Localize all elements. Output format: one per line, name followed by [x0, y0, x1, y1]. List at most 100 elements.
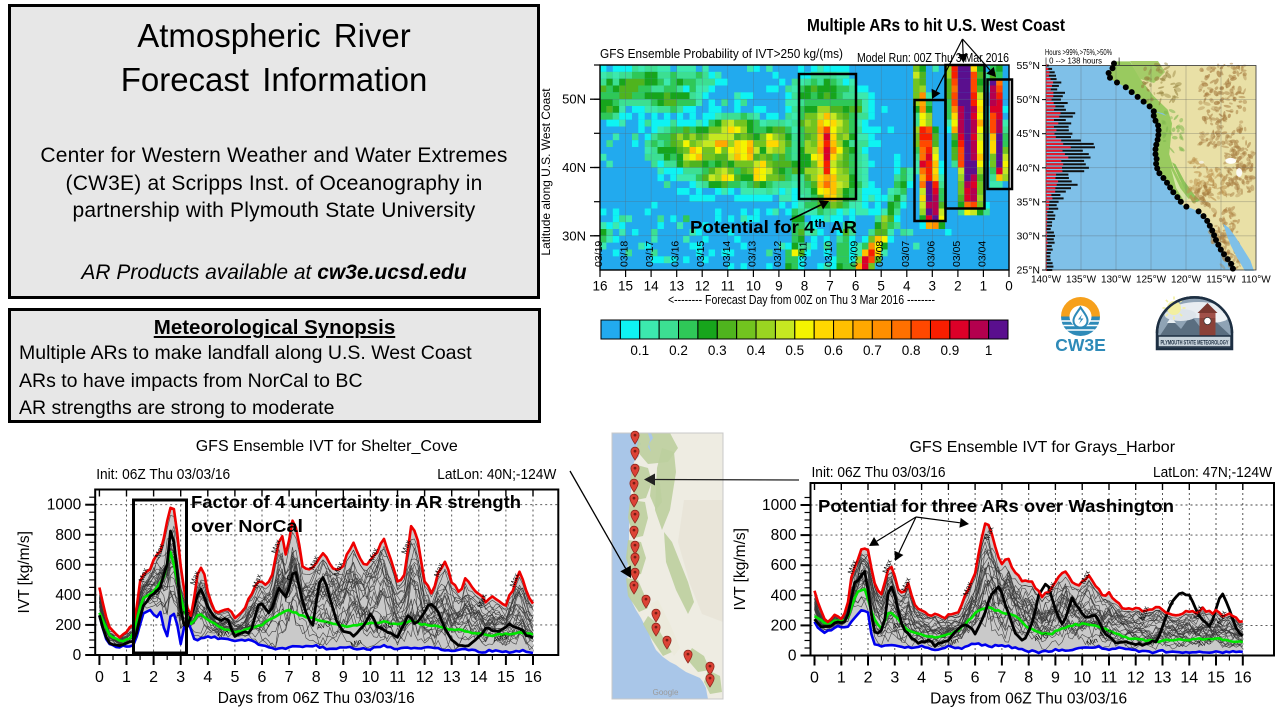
- svg-text:200: 200: [55, 617, 81, 634]
- svg-text:03/06: 03/06: [925, 241, 937, 267]
- svg-text:10: 10: [362, 669, 380, 686]
- svg-text:03/05: 03/05: [951, 241, 963, 267]
- svg-text:15: 15: [618, 279, 633, 294]
- svg-text:11: 11: [1101, 670, 1118, 687]
- svg-text:Model Run: 00Z Thu 3 Mar 2016: Model Run: 00Z Thu 3 Mar 2016: [857, 50, 1009, 65]
- svg-text:0: 0: [95, 669, 104, 686]
- svg-text:03/17: 03/17: [644, 241, 656, 267]
- svg-text:0.2: 0.2: [669, 343, 688, 358]
- svg-text:14: 14: [1180, 670, 1198, 687]
- svg-text:Factor of 4 uncertainty in AR: Factor of 4 uncertainty in AR strength: [191, 492, 521, 512]
- svg-text:0: 0: [73, 647, 82, 664]
- svg-text:40°N: 40°N: [1017, 162, 1040, 174]
- svg-text:6: 6: [852, 279, 860, 294]
- svg-text:800: 800: [55, 527, 81, 544]
- svg-text:C: C: [152, 587, 163, 597]
- svg-text:1000: 1000: [47, 497, 82, 514]
- svg-text:8: 8: [1024, 670, 1033, 687]
- svg-text:1: 1: [985, 343, 993, 358]
- svg-text:GFS Ensemble IVT for Grays_Har: GFS Ensemble IVT for Grays_Harbor: [909, 439, 1175, 456]
- svg-text:110°W: 110°W: [1241, 275, 1271, 286]
- svg-text:4: 4: [917, 670, 926, 687]
- svg-text:Min: Min: [947, 637, 960, 647]
- svg-text:3: 3: [176, 669, 185, 686]
- svg-text:LatLon: 47N;-124W: LatLon: 47N;-124W: [1153, 464, 1273, 481]
- svg-text:13: 13: [443, 669, 461, 686]
- svg-text:120°W: 120°W: [1171, 275, 1202, 286]
- svg-text:Init: 06Z Thu 03/03/16: Init: 06Z Thu 03/03/16: [812, 464, 946, 481]
- svg-text:03/13: 03/13: [746, 241, 758, 267]
- svg-text:03/08: 03/08: [874, 241, 886, 267]
- svg-text:50°N: 50°N: [1017, 94, 1040, 106]
- svg-text:<-------- Forecast Day from 00: <-------- Forecast Day from 00Z on Thu 3…: [668, 292, 935, 307]
- svg-text:IVT [kg/m/s]: IVT [kg/m/s]: [16, 531, 33, 613]
- svg-text:C: C: [284, 572, 295, 582]
- svg-text:14: 14: [470, 669, 488, 686]
- svg-text:03/10: 03/10: [823, 241, 835, 267]
- svg-text:2: 2: [149, 669, 158, 686]
- svg-text:2: 2: [864, 670, 873, 687]
- svg-text:600: 600: [55, 557, 81, 574]
- svg-text:03/09: 03/09: [849, 241, 861, 267]
- svg-text:GFS Ensemble Probability of IV: GFS Ensemble Probability of IVT>250 kg/(…: [600, 46, 843, 61]
- svg-text:12: 12: [416, 669, 434, 686]
- svg-text:03/07: 03/07: [900, 241, 912, 267]
- svg-text:12: 12: [695, 279, 710, 294]
- svg-text:Min: Min: [1086, 637, 1099, 647]
- svg-text:AVG: AVG: [892, 621, 908, 631]
- svg-text:Potential for 4th AR: Potential for 4th AR: [690, 217, 857, 237]
- svg-text:C: C: [989, 586, 1000, 596]
- svg-text:10: 10: [1073, 670, 1091, 687]
- svg-text:0.9: 0.9: [940, 343, 959, 358]
- svg-text:16: 16: [1234, 670, 1252, 687]
- svg-text:0.6: 0.6: [824, 343, 843, 358]
- svg-text:03/11: 03/11: [798, 241, 810, 267]
- svg-text:0: 0: [788, 648, 797, 665]
- svg-text:125°W: 125°W: [1136, 275, 1167, 286]
- svg-text:Init: 06Z Thu 03/03/16: Init: 06Z Thu 03/03/16: [96, 466, 230, 483]
- svg-text:over NorCal: over NorCal: [191, 516, 303, 536]
- svg-text:12: 12: [1127, 670, 1145, 687]
- svg-text:GFS Ensemble IVT for Shelter_C: GFS Ensemble IVT for Shelter_Cove: [196, 438, 458, 455]
- svg-text:600: 600: [771, 557, 797, 574]
- svg-text:C: C: [420, 604, 431, 614]
- svg-text:Min: Min: [350, 639, 363, 649]
- svg-text:0.8: 0.8: [902, 343, 921, 358]
- svg-text:0.7: 0.7: [863, 343, 882, 358]
- svg-text:CW3E: CW3E: [1055, 335, 1106, 355]
- svg-text:16: 16: [524, 669, 542, 686]
- svg-text:Hours >99%,>75%,>50%: Hours >99%,>75%,>50%: [1045, 47, 1112, 57]
- svg-text:4: 4: [203, 669, 212, 686]
- svg-text:11: 11: [721, 279, 735, 294]
- svg-text:| 0 --> 138 hours: | 0 --> 138 hours: [1045, 56, 1102, 66]
- svg-text:03/15: 03/15: [695, 241, 707, 267]
- svg-text:9: 9: [1051, 670, 1060, 687]
- svg-text:0.4: 0.4: [747, 343, 766, 358]
- svg-text:130°W: 130°W: [1101, 275, 1132, 286]
- svg-text:9: 9: [775, 279, 783, 294]
- svg-text:3: 3: [890, 670, 899, 687]
- svg-text:1: 1: [980, 279, 988, 294]
- svg-text:8: 8: [801, 279, 809, 294]
- svg-text:140°W: 140°W: [1031, 275, 1062, 286]
- svg-text:6: 6: [971, 670, 980, 687]
- svg-text:0: 0: [810, 670, 819, 687]
- svg-text:AVG: AVG: [1098, 629, 1114, 639]
- svg-text:11: 11: [389, 669, 406, 686]
- svg-text:2: 2: [954, 279, 962, 294]
- svg-text:0: 0: [1005, 279, 1013, 294]
- svg-text:14: 14: [644, 279, 660, 294]
- svg-text:Multiple ARs to hit U.S. West: Multiple ARs to hit U.S. West Coast: [807, 15, 1065, 35]
- svg-text:03/19: 03/19: [593, 241, 605, 267]
- svg-text:7: 7: [285, 669, 294, 686]
- svg-text:0.1: 0.1: [630, 343, 649, 358]
- svg-text:1: 1: [122, 669, 131, 686]
- svg-text:AVG: AVG: [379, 622, 395, 632]
- svg-text:8: 8: [312, 669, 321, 686]
- svg-text:Potential for three ARs over W: Potential for three ARs over Washington: [818, 496, 1174, 516]
- svg-text:Days from 06Z Thu 03/03/16: Days from 06Z Thu 03/03/16: [930, 691, 1127, 708]
- svg-text:03/18: 03/18: [619, 241, 631, 267]
- svg-text:10: 10: [746, 279, 761, 294]
- svg-text:Min: Min: [217, 629, 230, 639]
- svg-text:4: 4: [903, 279, 911, 294]
